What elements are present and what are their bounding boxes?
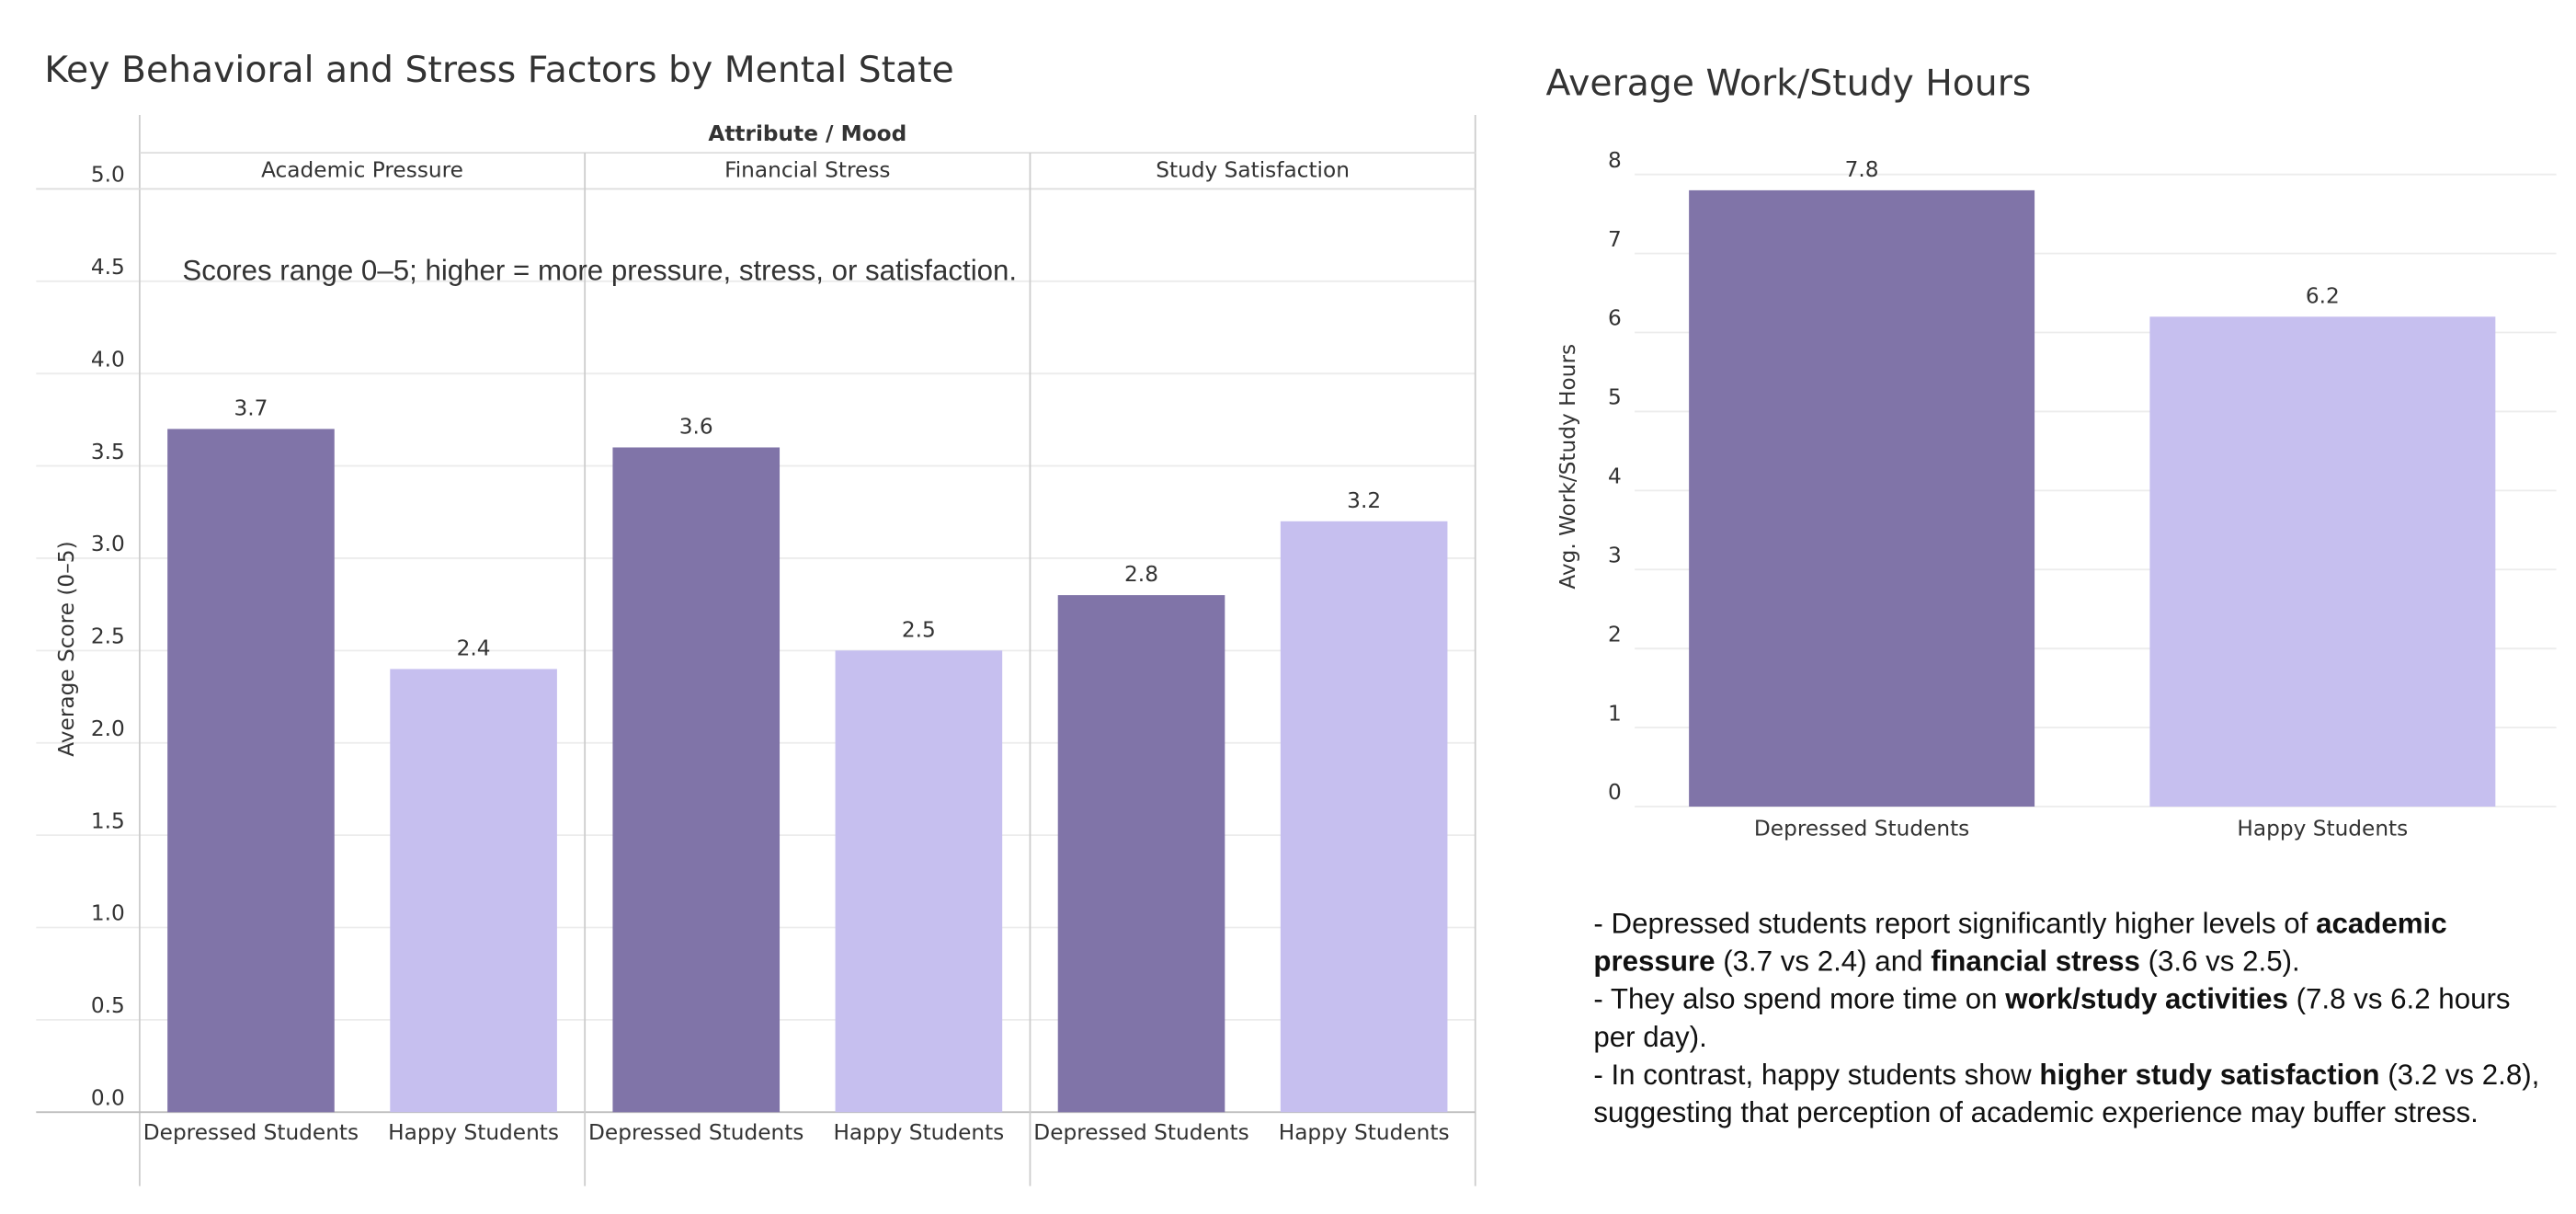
y-tick-label: 1 xyxy=(1608,701,1622,726)
x-tick-label: Happy Students xyxy=(2237,817,2408,842)
data-label: 2.8 xyxy=(1124,562,1158,587)
bar xyxy=(167,429,335,1113)
note-text: - Depressed students report significantl… xyxy=(1593,906,2317,940)
y-tick-label: 2.0 xyxy=(91,716,125,741)
facet-label: Study Satisfaction xyxy=(1156,157,1350,182)
chart-title: Key Behavioral and Stress Factors by Men… xyxy=(44,50,953,91)
annotation: Scores range 0–5; higher = more pressure… xyxy=(182,255,1017,287)
bar xyxy=(1280,521,1448,1113)
data-label: 7.8 xyxy=(1845,157,1879,182)
y-tick-label: 0 xyxy=(1608,780,1622,805)
y-tick-label: 4.0 xyxy=(91,347,125,372)
note-text: (3.7 vs 2.4) and xyxy=(1715,945,1932,978)
x-tick-label: Depressed Students xyxy=(143,1120,359,1145)
y-tick-label: 5.0 xyxy=(91,163,125,188)
x-tick-label: Happy Students xyxy=(833,1120,1004,1145)
bar xyxy=(612,447,781,1113)
chart-title: Average Work/Study Hours xyxy=(1546,63,2032,104)
facet-label: Academic Pressure xyxy=(261,157,463,182)
data-label: 3.2 xyxy=(1347,488,1381,513)
data-label: 3.7 xyxy=(234,395,268,420)
y-tick-label: 3 xyxy=(1608,543,1622,567)
y-tick-label: 3.0 xyxy=(91,532,125,556)
y-tick-label: 0.0 xyxy=(91,1085,125,1110)
note-line: - In contrast, happy students show highe… xyxy=(1593,1057,2546,1132)
note-bold: academic pressure xyxy=(1593,906,2456,978)
note-text: - They also spend more time on xyxy=(1593,982,2006,1015)
y-tick-label: 4 xyxy=(1608,464,1622,489)
x-tick-label: Happy Students xyxy=(1279,1120,1450,1145)
x-tick-label: Depressed Students xyxy=(588,1120,804,1145)
x-tick-label: Happy Students xyxy=(388,1120,559,1145)
data-label: 6.2 xyxy=(2306,283,2340,308)
y-tick-label: 7 xyxy=(1608,227,1622,252)
y-axis-label: Avg. Work/Study Hours xyxy=(1556,344,1580,590)
note-bold: financial stress xyxy=(1931,945,2140,978)
y-tick-label: 2 xyxy=(1608,622,1622,647)
bar xyxy=(1689,189,2035,807)
note-line: - They also spend more time on work/stud… xyxy=(1593,980,2546,1056)
bar xyxy=(2149,316,2496,807)
note-line: - Depressed students report significantl… xyxy=(1593,905,2546,980)
note-text: (3.2 vs 2.8), suggesting that perception… xyxy=(1593,1058,2548,1129)
note-bold: higher study satisfaction xyxy=(2039,1058,2380,1092)
facet-header: Attribute / Mood xyxy=(708,121,906,146)
bar xyxy=(1057,595,1225,1113)
y-tick-label: 6 xyxy=(1608,306,1622,331)
data-label: 2.4 xyxy=(457,636,491,660)
y-tick-label: 1.5 xyxy=(91,808,125,833)
note-text: (3.6 vs 2.5). xyxy=(2139,945,2300,978)
data-label: 2.5 xyxy=(902,617,936,642)
x-tick-label: Depressed Students xyxy=(1033,1120,1248,1145)
y-tick-label: 8 xyxy=(1608,148,1622,173)
facet-label: Financial Stress xyxy=(724,157,890,182)
y-tick-label: 5 xyxy=(1608,385,1622,410)
y-tick-label: 0.5 xyxy=(91,993,125,1018)
y-tick-label: 4.5 xyxy=(91,255,125,280)
y-tick-label: 2.5 xyxy=(91,624,125,649)
note-text: - In contrast, happy students show xyxy=(1593,1058,2040,1092)
y-axis-label: Average Score (0–5) xyxy=(54,541,79,756)
bar xyxy=(390,669,557,1113)
y-tick-label: 3.5 xyxy=(91,440,125,464)
notes: - Depressed students report significantl… xyxy=(1593,905,2546,1131)
data-label: 3.6 xyxy=(679,415,713,440)
note-bold: work/study activities xyxy=(2005,982,2288,1015)
bar xyxy=(835,650,1003,1113)
y-tick-label: 1.0 xyxy=(91,901,125,926)
x-tick-label: Depressed Students xyxy=(1754,817,1969,842)
note-text: (7.8 vs 6.2 hours per day). xyxy=(1593,982,2519,1053)
